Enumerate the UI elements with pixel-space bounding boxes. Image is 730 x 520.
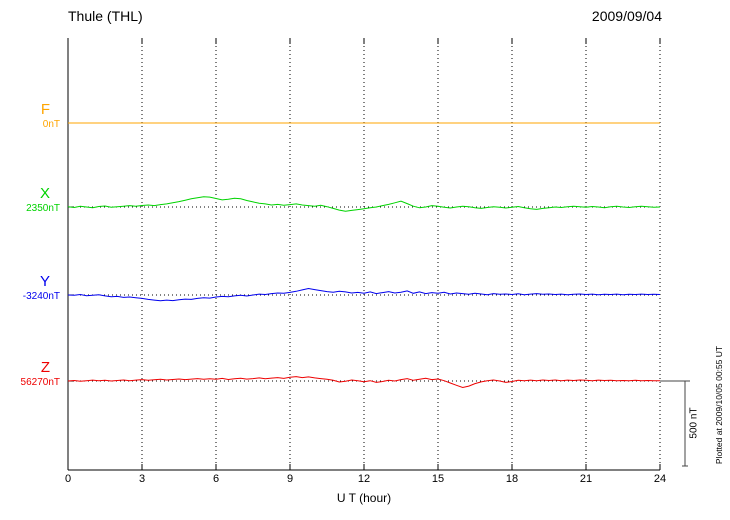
trace-z (67, 376, 661, 389)
x-tick-label: 21 (579, 473, 593, 485)
station-title: Thule (THL) (68, 8, 143, 24)
series-label-y: Y -3240nT (0, 274, 60, 302)
x-tick-label: 9 (286, 473, 294, 485)
plot-date: 2009/09/04 (591, 8, 662, 24)
series-baseline-z: 56270nT (20, 377, 60, 388)
x-axis-title: U T (hour) (336, 491, 392, 505)
x-tick-label: 18 (505, 473, 519, 485)
series-letter-y: Y (39, 273, 50, 290)
x-tick-label: 3 (138, 473, 146, 485)
series-baseline-f: 0nT (42, 119, 60, 130)
series-letter-x: X (39, 185, 50, 202)
x-tick-label: 15 (431, 473, 445, 485)
x-tick-label: 0 (64, 473, 72, 485)
series-baseline-x: 2350nT (26, 203, 60, 214)
series-letter-z: Z (40, 359, 50, 376)
series-letter-f: F (40, 101, 50, 118)
series-label-f: F 0nT (0, 102, 60, 130)
series-label-z: Z 56270nT (0, 360, 60, 388)
scalebar-label: 500 nT (688, 407, 700, 439)
trace-x (67, 196, 661, 212)
x-tick-label: 6 (212, 473, 220, 485)
series-label-x: X 2350nT (0, 186, 60, 214)
trace-y (67, 287, 661, 302)
x-axis-tick-labels: 0 3 6 9 12 15 18 21 24 (0, 473, 730, 487)
x-tick-label: 12 (357, 473, 371, 485)
plotted-at-note: Plotted at 2009/10/05 00:55 UT (714, 345, 724, 465)
x-tick-label: 24 (653, 473, 667, 485)
series-baseline-y: -3240nT (22, 291, 60, 302)
